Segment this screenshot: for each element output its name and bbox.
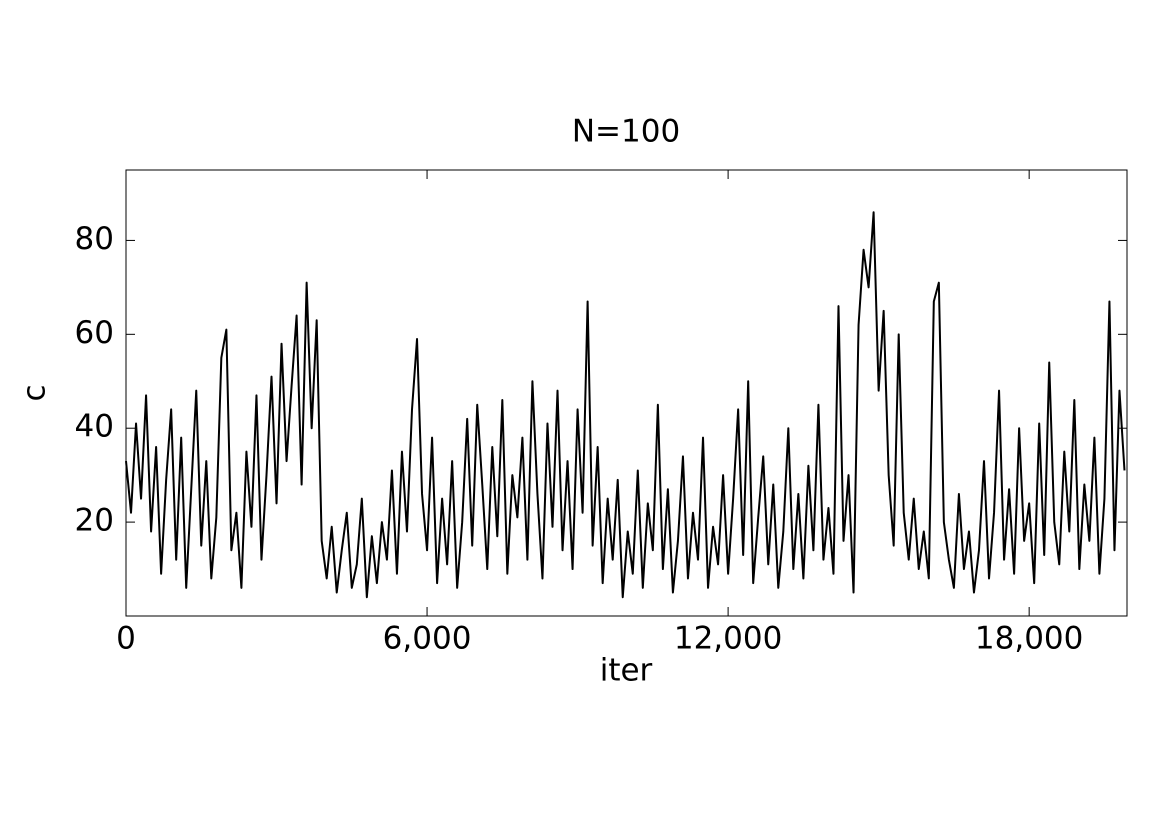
chart-title: N=100 (572, 114, 680, 150)
plot-frame (125, 169, 1128, 617)
x-tick-label: 12,000 (674, 621, 782, 657)
x-axis-label: iter (600, 653, 653, 689)
trace-line (125, 211, 1126, 599)
y-tick-label: 40 (75, 409, 114, 445)
y-axis-label: c (17, 384, 53, 401)
y-tick-label: 60 (75, 315, 114, 351)
x-tick-label: 6,000 (383, 621, 472, 657)
y-tick-label: 20 (75, 503, 114, 539)
x-tick-label: 0 (116, 621, 136, 657)
x-tick-label: 18,000 (975, 621, 1083, 657)
y-tick-label: 80 (75, 221, 114, 257)
